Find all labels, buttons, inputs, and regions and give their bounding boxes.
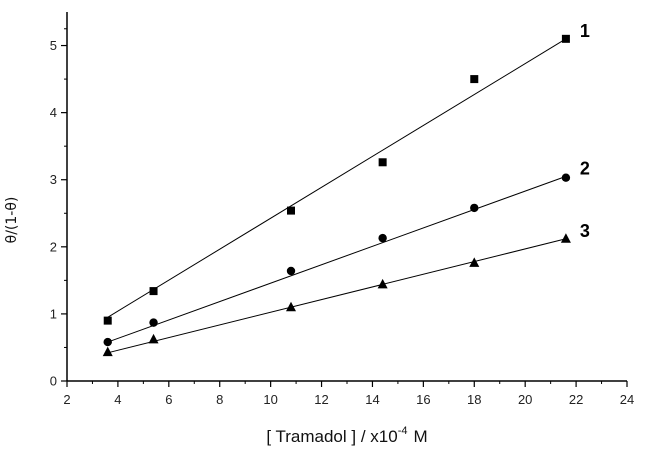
x-axis-title: [ Tramadol ] / x10-4 M [266,425,427,446]
x-tick-label: 20 [518,392,532,407]
data-point-series-1 [470,75,479,84]
x-axis-title-exponent: -4 [398,425,408,437]
fit-lines [107,38,567,354]
data-point-series-2 [561,173,571,182]
x-tick-label: 22 [569,392,583,407]
x-tick-label: 6 [165,392,172,407]
y-tick-label: 1 [50,306,57,321]
x-tick-label: 14 [365,392,379,407]
x-tick-label: 10 [263,392,277,407]
x-tick-label: 24 [620,392,634,407]
y-axis-title: θ/(1-θ) [4,197,20,244]
data-point-series-2 [103,337,112,347]
x-axis-title-main: [ Tramadol ] / x10 [266,427,397,446]
data-point-series-1 [149,287,158,296]
data-point-series-3 [286,301,296,312]
series-label-1: 1 [580,21,590,41]
x-tick-label: 2 [63,392,70,407]
data-point-series-1 [287,206,295,215]
data-point-series-1 [561,34,570,43]
data-point-series-2 [149,318,158,327]
data-points [102,34,571,357]
data-point-series-3 [377,278,388,289]
y-tick-label: 2 [50,239,57,254]
series-labels: 1 2 3 [580,21,590,241]
data-point-series-1 [378,158,387,167]
x-tick-label: 8 [216,392,223,407]
x-tick-label: 12 [314,392,328,407]
data-point-series-1 [103,316,112,325]
data-point-series-2 [378,233,387,243]
series-label-3: 3 [580,221,590,241]
x-tick-label: 4 [114,392,121,407]
data-point-series-3 [148,333,159,344]
data-point-series-2 [286,266,296,276]
x-axis-title-unit: M [413,427,427,446]
y-tick-label: 5 [50,38,57,53]
fit-line-series-2 [107,175,567,343]
y-tick-label: 4 [50,105,57,120]
series-label-2: 2 [580,158,590,178]
data-point-series-3 [102,346,113,357]
x-tick-label: 16 [416,392,430,407]
fit-line-series-1 [107,38,567,318]
data-point-series-3 [560,233,571,243]
tick-marks [61,28,628,387]
y-tick-label: 0 [50,374,57,389]
fit-line-series-3 [107,238,567,354]
data-point-series-3 [469,257,480,267]
data-point-series-2 [470,203,479,213]
x-tick-label: 18 [467,392,481,407]
y-tick-label: 3 [50,172,57,187]
